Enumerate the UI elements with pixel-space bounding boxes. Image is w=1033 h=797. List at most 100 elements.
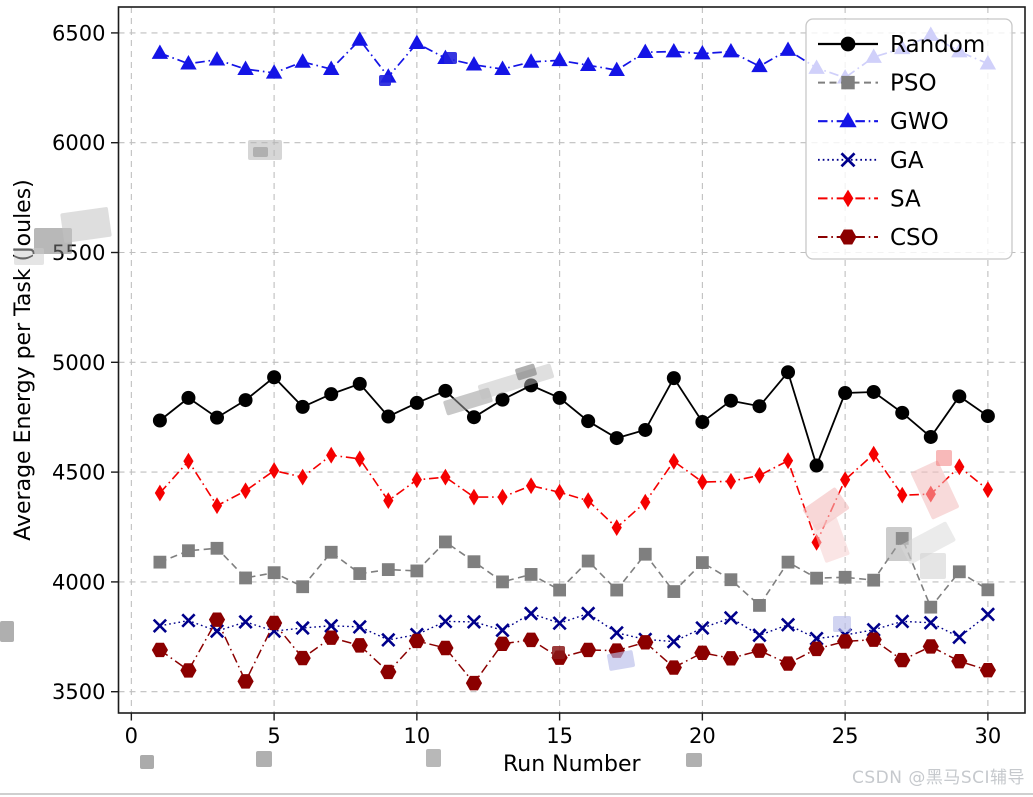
x-tick-label: 25 [832, 724, 859, 748]
legend-label: GWO [890, 109, 949, 135]
circle-marker [466, 410, 481, 425]
x-marker [324, 618, 339, 633]
x-tick-label: 10 [403, 724, 430, 748]
hexagon-marker [237, 674, 254, 689]
diamond-marker [754, 466, 765, 484]
x-marker [666, 634, 681, 649]
diamond-marker [354, 450, 365, 468]
y-tick-label: 5000 [52, 351, 105, 375]
circle-marker [295, 399, 310, 414]
triangle-marker [637, 43, 654, 59]
diamond-marker [868, 445, 879, 463]
square-marker [182, 544, 195, 558]
triangle-marker [608, 61, 625, 77]
square-marker [638, 547, 652, 561]
square-marker [153, 555, 167, 569]
circle-marker [438, 383, 453, 398]
square-marker [867, 573, 881, 587]
y-tick-label: 6500 [52, 21, 105, 45]
circle-marker [895, 405, 910, 420]
x-marker [295, 620, 310, 636]
square-marker [667, 585, 681, 598]
hexagon-marker [522, 632, 540, 648]
hexagon-marker [751, 643, 768, 658]
circle-marker [324, 387, 339, 402]
diamond-marker [269, 462, 280, 479]
square-marker [239, 571, 252, 585]
square-marker [410, 564, 424, 578]
diamond-marker [240, 482, 251, 500]
hexagon-marker [580, 642, 597, 658]
diamond-marker [154, 484, 165, 502]
hexagon-marker [294, 650, 311, 666]
hexagon-marker [922, 639, 939, 654]
sa-markers [154, 445, 993, 551]
x-axis-label: Run Number [503, 752, 642, 777]
square-marker [895, 532, 909, 545]
triangle-marker [839, 112, 857, 128]
x-tick-label: 5 [267, 724, 280, 748]
hexagon-marker [839, 229, 857, 245]
triangle-marker [237, 60, 254, 75]
circle-marker [181, 390, 196, 405]
x-marker [438, 614, 453, 629]
square-marker [324, 545, 338, 559]
hexagon-marker [894, 652, 911, 668]
x-marker [980, 607, 996, 622]
x-marker [609, 625, 624, 640]
x-marker [238, 614, 253, 629]
hexagon-marker [151, 642, 168, 658]
legend: Random PSO GWO GA SA CSO [805, 18, 1013, 260]
triangle-marker [665, 42, 683, 58]
hexagon-marker [551, 650, 568, 665]
y-tick-label: 4000 [52, 570, 105, 594]
circle-marker [238, 393, 253, 408]
hexagon-marker [837, 634, 854, 649]
circle-marker [866, 384, 881, 399]
square-marker [952, 565, 966, 579]
legend-label: GA [890, 148, 924, 174]
square-marker [439, 535, 452, 549]
diamond-marker [554, 483, 565, 501]
square-marker [353, 567, 367, 580]
x-marker [552, 616, 567, 631]
ga-markers [152, 606, 996, 649]
hexagon-marker [380, 664, 397, 680]
circle-marker [581, 414, 596, 429]
diamond-marker [583, 492, 594, 510]
square-marker [838, 570, 852, 584]
ga-line [159, 612, 989, 643]
triangle-marker [694, 44, 711, 60]
legend-item-sa: SA [818, 186, 921, 212]
x-marker [780, 617, 796, 632]
diamond-marker [525, 477, 537, 495]
triangle-marker [751, 57, 768, 73]
circle-marker [952, 389, 967, 404]
sa-line [159, 452, 989, 545]
x-marker [352, 619, 367, 635]
hexagon-marker [808, 641, 825, 657]
triangle-marker [551, 51, 568, 67]
x-marker [952, 630, 967, 645]
circle-marker [152, 413, 167, 428]
diamond-marker [925, 485, 936, 503]
legend-item-pso: PSO [818, 71, 937, 97]
diamond-marker [640, 493, 651, 511]
diamond-marker [668, 452, 679, 470]
x-marker [895, 614, 910, 629]
triangle-marker [437, 49, 454, 64]
random-markers [152, 365, 995, 473]
diamond-marker [611, 519, 622, 537]
square-marker [810, 571, 823, 585]
hexagon-marker [865, 632, 882, 647]
hexagon-marker [437, 640, 454, 656]
circle-marker [781, 365, 796, 380]
diamond-marker [982, 481, 993, 499]
circle-marker [352, 376, 367, 391]
diamond-marker [326, 446, 337, 464]
legend-item-ga: GA [818, 148, 924, 174]
circle-marker [552, 390, 567, 405]
diamond-marker [811, 533, 822, 551]
